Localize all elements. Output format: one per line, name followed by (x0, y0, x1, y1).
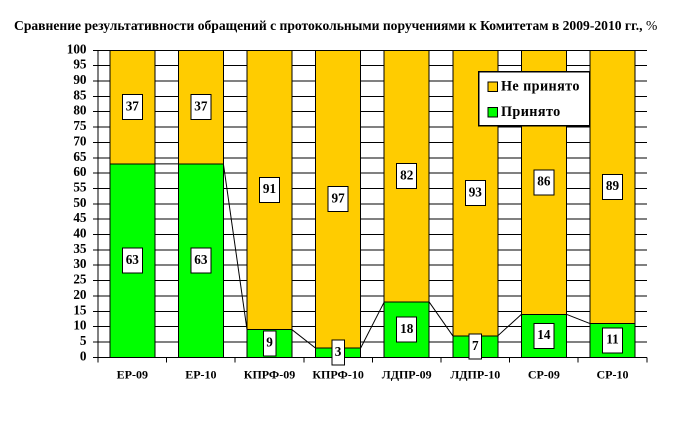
svg-text:11: 11 (606, 332, 618, 347)
svg-text:89: 89 (606, 178, 620, 193)
svg-text:93: 93 (469, 184, 483, 199)
svg-text:КПРФ-09: КПРФ-09 (244, 368, 295, 382)
svg-text:91: 91 (263, 181, 276, 196)
svg-text:63: 63 (126, 252, 140, 267)
svg-text:СР-09: СР-09 (528, 368, 560, 382)
svg-text:75: 75 (73, 118, 87, 133)
svg-text:50: 50 (73, 195, 87, 210)
svg-text:ЛДПР-10: ЛДПР-10 (450, 368, 500, 382)
svg-text:14: 14 (537, 327, 551, 342)
svg-text:5: 5 (80, 333, 87, 348)
svg-text:СР-10: СР-10 (597, 368, 629, 382)
svg-text:20: 20 (73, 287, 87, 302)
svg-text:100: 100 (67, 41, 87, 56)
svg-text:Сравнение результативности обр: Сравнение результативности обращений с п… (14, 18, 657, 33)
svg-text:15: 15 (73, 302, 87, 317)
svg-text:9: 9 (266, 335, 273, 350)
svg-text:ЕР-10: ЕР-10 (185, 368, 216, 382)
svg-text:95: 95 (73, 57, 87, 72)
svg-text:7: 7 (472, 338, 479, 353)
svg-text:85: 85 (73, 87, 87, 102)
svg-text:25: 25 (73, 272, 87, 287)
svg-text:37: 37 (126, 98, 140, 113)
svg-text:КПРФ-10: КПРФ-10 (312, 368, 363, 382)
svg-text:0: 0 (80, 348, 87, 363)
svg-text:97: 97 (332, 190, 346, 205)
svg-text:55: 55 (73, 179, 87, 194)
svg-text:ЕР-09: ЕР-09 (117, 368, 148, 382)
svg-text:10: 10 (73, 318, 87, 333)
svg-text:35: 35 (73, 241, 87, 256)
svg-text:Не принято: Не принято (501, 79, 580, 95)
svg-text:82: 82 (400, 167, 414, 182)
svg-text:30: 30 (73, 256, 87, 271)
svg-text:ЛДПР-09: ЛДПР-09 (382, 368, 432, 382)
svg-text:37: 37 (194, 98, 208, 113)
svg-text:86: 86 (537, 174, 551, 189)
svg-text:60: 60 (73, 164, 87, 179)
svg-text:40: 40 (73, 226, 87, 241)
svg-text:90: 90 (73, 72, 87, 87)
svg-text:80: 80 (73, 103, 87, 118)
svg-text:65: 65 (73, 149, 87, 164)
svg-text:70: 70 (73, 133, 87, 148)
svg-text:63: 63 (194, 252, 208, 267)
svg-text:Принято: Принято (501, 104, 561, 120)
svg-text:18: 18 (400, 321, 414, 336)
svg-text:45: 45 (73, 210, 87, 225)
svg-text:3: 3 (335, 344, 342, 359)
